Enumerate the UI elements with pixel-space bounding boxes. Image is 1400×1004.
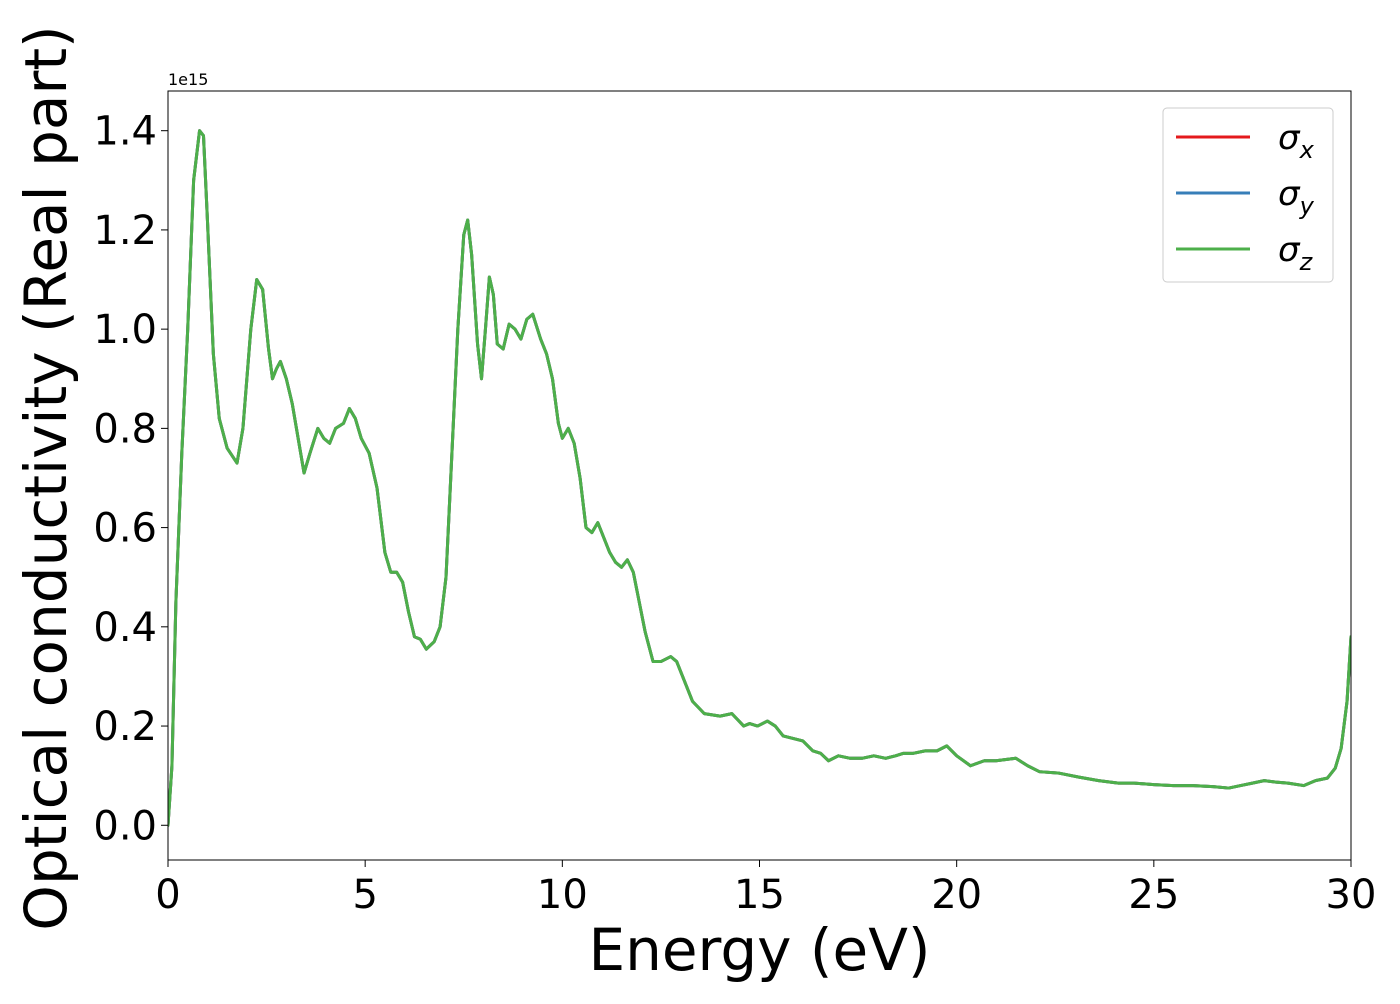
x-axis: 0 5 10 15 20 25 30 bbox=[155, 860, 1376, 918]
y-axis: 0.0 0.2 0.4 0.6 0.8 1.0 1.2 1.4 bbox=[93, 109, 168, 849]
legend-label-z: σz bbox=[1278, 230, 1314, 276]
x-tick-label: 20 bbox=[931, 872, 982, 918]
x-axis-title: Energy (eV) bbox=[588, 916, 930, 984]
legend-subscript: z bbox=[1299, 248, 1314, 276]
x-tick-label: 30 bbox=[1326, 872, 1377, 918]
y-tick-label: 0.8 bbox=[93, 406, 157, 452]
x-tick-label: 25 bbox=[1128, 872, 1179, 918]
y-tick-label: 0.4 bbox=[93, 605, 157, 651]
legend-symbol: σ bbox=[1278, 174, 1301, 214]
legend-box bbox=[1162, 107, 1334, 283]
legend-label-y: σy bbox=[1278, 174, 1315, 220]
legend-symbol: σ bbox=[1278, 118, 1301, 158]
y-axis-title: Optical conductivity (Real part) bbox=[12, 25, 80, 930]
y-tick-label: 1.2 bbox=[93, 208, 157, 254]
y-tick-label: 1.0 bbox=[93, 307, 157, 353]
y-axis-offset-label: 1e15 bbox=[168, 70, 208, 89]
y-tick-label: 0.2 bbox=[93, 704, 157, 750]
x-tick-label: 0 bbox=[155, 872, 180, 918]
legend-subscript: y bbox=[1299, 192, 1315, 220]
series-lines bbox=[168, 129, 1351, 827]
x-tick-label: 15 bbox=[734, 872, 785, 918]
x-tick-label: 10 bbox=[537, 872, 588, 918]
series-line-z bbox=[168, 129, 1351, 827]
x-tick-label: 5 bbox=[352, 872, 377, 918]
y-tick-label: 0.0 bbox=[93, 803, 157, 849]
y-tick-label: 0.6 bbox=[93, 506, 157, 552]
legend-label-x: σx bbox=[1278, 118, 1315, 164]
legend-symbol: σ bbox=[1278, 230, 1301, 270]
legend-subscript: x bbox=[1299, 136, 1315, 164]
y-tick-label: 1.4 bbox=[93, 109, 157, 155]
